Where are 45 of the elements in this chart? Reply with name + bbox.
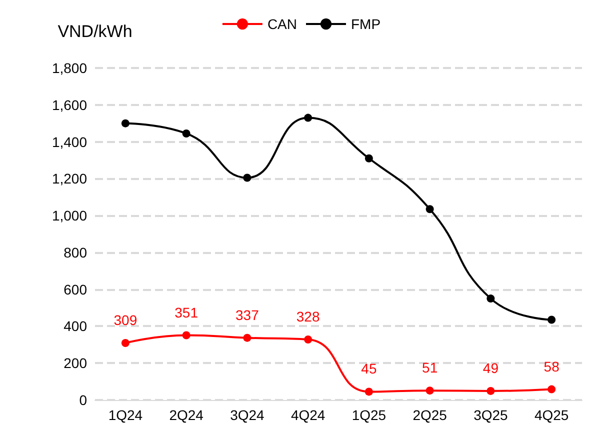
data-label: 351 bbox=[174, 304, 198, 320]
data-label: 58 bbox=[544, 358, 560, 374]
y-tick-label: 1,600 bbox=[52, 96, 88, 113]
y-tick-label: 600 bbox=[64, 281, 88, 298]
y-tick-label: 800 bbox=[64, 244, 88, 260]
y-tick-label: 200 bbox=[64, 355, 88, 372]
y-tick-label: 1,400 bbox=[52, 134, 88, 150]
y-tick-label: 1,800 bbox=[52, 60, 88, 76]
point bbox=[243, 174, 252, 182]
point bbox=[182, 129, 190, 138]
x-tick-label: 3Q25 bbox=[474, 407, 508, 423]
point bbox=[243, 334, 252, 342]
data-label: 337 bbox=[236, 306, 260, 323]
point bbox=[364, 154, 373, 162]
point bbox=[121, 119, 130, 128]
y-tick-label: 400 bbox=[64, 318, 88, 334]
data-label: 49 bbox=[482, 360, 499, 376]
x-tick-label: 4Q24 bbox=[290, 407, 326, 423]
legend-label: FMP bbox=[351, 16, 381, 32]
legend-label: CAN bbox=[267, 16, 298, 32]
data-label: 45 bbox=[361, 360, 377, 377]
point bbox=[364, 388, 373, 396]
x-tick-label: 1Q24 bbox=[108, 407, 143, 423]
point bbox=[486, 386, 495, 395]
point bbox=[304, 114, 312, 122]
point bbox=[548, 316, 556, 324]
data-label: 51 bbox=[422, 360, 438, 376]
x-tick-label: 3Q24 bbox=[230, 407, 265, 423]
data-label: 328 bbox=[296, 308, 320, 324]
data-label: 309 bbox=[114, 312, 138, 328]
y-tick-label: 1,000 bbox=[52, 208, 88, 224]
point bbox=[182, 331, 190, 340]
x-tick-label: 2Q24 bbox=[169, 407, 204, 423]
point bbox=[121, 339, 130, 348]
y-axis-title: VND/kWh bbox=[58, 22, 132, 41]
y-tick-label: 1,200 bbox=[52, 170, 88, 187]
y-tick-label: 0 bbox=[79, 392, 88, 408]
x-tick-label: 1Q25 bbox=[352, 407, 386, 423]
point bbox=[548, 385, 556, 394]
point bbox=[426, 205, 434, 214]
point bbox=[304, 336, 312, 344]
point bbox=[426, 386, 434, 395]
point bbox=[486, 294, 495, 303]
x-tick-label: 2Q25 bbox=[412, 407, 448, 423]
x-tick-label: 4Q25 bbox=[534, 407, 569, 423]
